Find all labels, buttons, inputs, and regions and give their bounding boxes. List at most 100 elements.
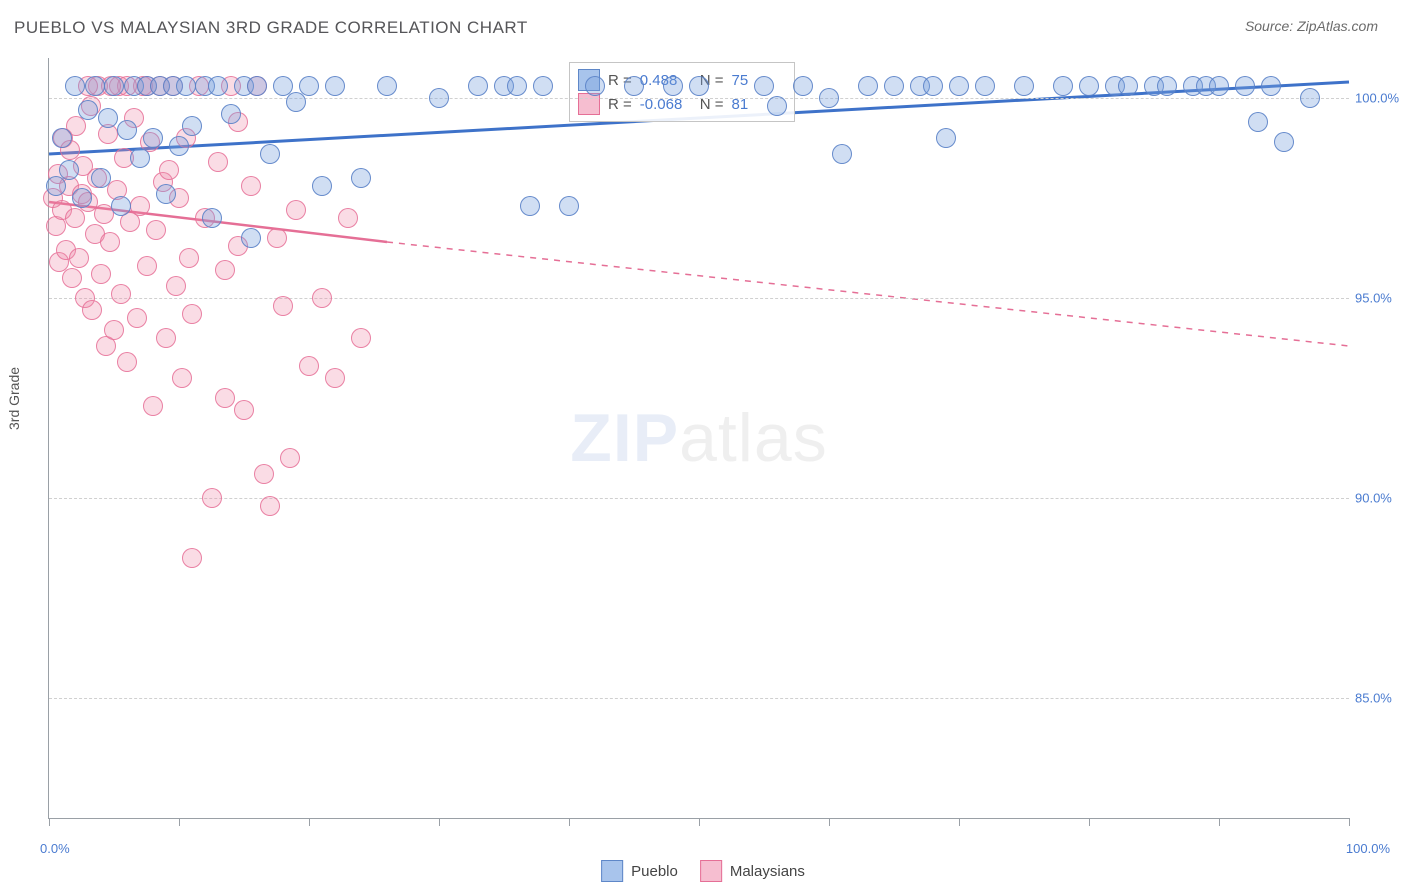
data-point: [143, 396, 163, 416]
data-point: [176, 76, 196, 96]
gridline: [49, 298, 1349, 299]
data-point: [1118, 76, 1138, 96]
data-point: [172, 368, 192, 388]
data-point: [260, 144, 280, 164]
data-point: [247, 76, 267, 96]
scatter-plot-area: ZIPatlas R = 0.488 N = 75 R = -0.068 N =…: [48, 58, 1349, 819]
data-point: [104, 320, 124, 340]
stats-row-malaysians: R = -0.068 N = 81: [578, 92, 784, 116]
data-point: [520, 196, 540, 216]
data-point: [507, 76, 527, 96]
chart-title: PUEBLO VS MALAYSIAN 3RD GRADE CORRELATIO…: [14, 18, 528, 38]
data-point: [663, 76, 683, 96]
data-point: [338, 208, 358, 228]
x-tick: [179, 818, 180, 826]
data-point: [299, 356, 319, 376]
gridline: [49, 698, 1349, 699]
malaysians-swatch-icon: [578, 93, 600, 115]
data-point: [182, 304, 202, 324]
data-point: [1209, 76, 1229, 96]
data-point: [351, 328, 371, 348]
data-point: [46, 176, 66, 196]
data-point: [754, 76, 774, 96]
gridline: [49, 98, 1349, 99]
data-point: [59, 160, 79, 180]
data-point: [130, 148, 150, 168]
data-point: [146, 220, 166, 240]
data-point: [179, 248, 199, 268]
data-point: [949, 76, 969, 96]
malaysians-swatch-icon: [700, 860, 722, 882]
data-point: [559, 196, 579, 216]
data-point: [166, 276, 186, 296]
data-point: [1261, 76, 1281, 96]
data-point: [82, 300, 102, 320]
pueblo-swatch-icon: [601, 860, 623, 882]
data-point: [1300, 88, 1320, 108]
data-point: [159, 160, 179, 180]
data-point: [91, 264, 111, 284]
x-tick: [569, 818, 570, 826]
data-point: [208, 76, 228, 96]
data-point: [69, 248, 89, 268]
data-point: [533, 76, 553, 96]
data-point: [280, 448, 300, 468]
data-point: [65, 208, 85, 228]
legend-label-pueblo: Pueblo: [631, 863, 678, 880]
data-point: [351, 168, 371, 188]
data-point: [1235, 76, 1255, 96]
data-point: [127, 308, 147, 328]
x-tick: [1089, 818, 1090, 826]
data-point: [137, 256, 157, 276]
y-tick-label: 95.0%: [1355, 291, 1406, 306]
data-point: [429, 88, 449, 108]
data-point: [1157, 76, 1177, 96]
data-point: [234, 400, 254, 420]
data-point: [208, 152, 228, 172]
data-point: [884, 76, 904, 96]
data-point: [585, 76, 605, 96]
data-point: [1079, 76, 1099, 96]
data-point: [793, 76, 813, 96]
x-tick: [309, 818, 310, 826]
data-point: [85, 76, 105, 96]
data-point: [215, 388, 235, 408]
data-point: [767, 96, 787, 116]
data-point: [143, 128, 163, 148]
data-point: [267, 228, 287, 248]
data-point: [468, 76, 488, 96]
data-point: [1053, 76, 1073, 96]
x-tick: [829, 818, 830, 826]
data-point: [100, 232, 120, 252]
x-tick: [959, 818, 960, 826]
gridline: [49, 498, 1349, 499]
data-point: [273, 296, 293, 316]
data-point: [624, 76, 644, 96]
data-point: [117, 120, 137, 140]
x-tick-label-min: 0.0%: [40, 841, 70, 856]
data-point: [936, 128, 956, 148]
data-point: [312, 176, 332, 196]
data-point: [182, 548, 202, 568]
trend-line: [387, 242, 1349, 346]
data-point: [111, 196, 131, 216]
data-point: [130, 196, 150, 216]
data-point: [65, 76, 85, 96]
data-point: [169, 136, 189, 156]
data-point: [221, 104, 241, 124]
data-point: [254, 464, 274, 484]
data-point: [241, 228, 261, 248]
y-tick-label: 100.0%: [1355, 91, 1406, 106]
data-point: [182, 116, 202, 136]
data-point: [241, 176, 261, 196]
data-point: [832, 144, 852, 164]
data-point: [689, 76, 709, 96]
y-tick-label: 85.0%: [1355, 691, 1406, 706]
data-point: [325, 368, 345, 388]
legend: Pueblo Malaysians: [601, 860, 805, 882]
data-point: [260, 496, 280, 516]
x-tick: [49, 818, 50, 826]
data-point: [1014, 76, 1034, 96]
x-tick: [439, 818, 440, 826]
y-axis-label: 3rd Grade: [6, 367, 22, 430]
